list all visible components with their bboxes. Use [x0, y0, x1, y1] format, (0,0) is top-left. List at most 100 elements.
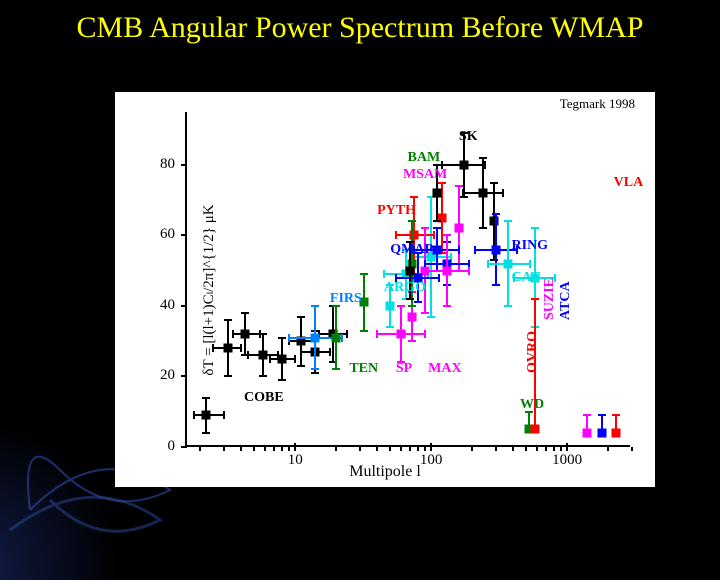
y-tick [181, 446, 187, 448]
error-cap [202, 397, 210, 399]
error-cap [443, 305, 451, 307]
error-cap [300, 348, 302, 356]
data-point [241, 330, 250, 339]
error-cap [395, 231, 397, 239]
error-cap [408, 305, 416, 307]
chart-panel: Tegmark 1998 δT = [l(l+1)Cₗ/2π]^{1/2} μK… [115, 92, 655, 487]
data-point [490, 217, 499, 226]
error-cap [438, 274, 440, 282]
x-tick-label: 100 [420, 452, 443, 469]
error-cap [224, 319, 232, 321]
chart-credit: Tegmark 1998 [560, 96, 635, 112]
data-point [492, 245, 501, 254]
error-cap [346, 330, 348, 338]
experiment-label-ten: TEN [349, 361, 378, 377]
error-cap [479, 227, 487, 229]
data-point [582, 428, 591, 437]
y-tick-label: 60 [145, 226, 175, 243]
experiment-label-ovro: OVRO [525, 331, 541, 373]
error-cap [247, 351, 249, 359]
x-tick [566, 443, 568, 451]
x-minor-tick [335, 447, 337, 451]
error-cap [443, 234, 451, 236]
error-cap [240, 344, 242, 352]
error-cap [223, 411, 225, 419]
error-cap [259, 375, 267, 377]
error-cap [408, 220, 416, 222]
experiment-label-cobe: COBE [244, 390, 284, 406]
data-point [278, 354, 287, 363]
error-cap [224, 375, 232, 377]
error-cap [288, 334, 290, 342]
error-cap [232, 330, 234, 338]
data-point [432, 245, 441, 254]
error-cap [406, 298, 414, 300]
error-cap [360, 330, 368, 332]
error-cap [386, 326, 394, 328]
error-cap [598, 414, 606, 416]
experiment-label-sp: SP [396, 361, 412, 377]
x-minor-tick [240, 447, 242, 451]
error-cap [468, 267, 470, 275]
y-tick [181, 234, 187, 236]
error-cap [433, 231, 435, 239]
error-cap [269, 355, 271, 363]
x-minor-tick [376, 447, 378, 451]
error-cap [424, 267, 426, 275]
experiment-label-bam: BAM [408, 150, 441, 166]
x-minor-tick [409, 447, 411, 451]
x-tick [430, 443, 432, 451]
x-minor-tick [389, 447, 391, 451]
experiment-label-wd: WD [520, 397, 544, 413]
data-point [454, 224, 463, 233]
error-cap [212, 344, 214, 352]
error-cap [490, 182, 498, 184]
error-cap [376, 330, 378, 338]
error-cap [278, 379, 286, 381]
experiment-label-qmap: QMAP [390, 242, 433, 258]
error-cap [311, 372, 319, 374]
error-cap [311, 368, 319, 370]
y-tick [181, 164, 187, 166]
error-cap [531, 227, 539, 229]
x-minor-tick [288, 447, 290, 451]
y-tick-label: 0 [145, 438, 175, 455]
error-cap [311, 305, 319, 307]
error-cap [492, 213, 500, 215]
error-cap [297, 316, 305, 318]
error-cap [329, 348, 331, 356]
x-minor-tick [545, 447, 547, 451]
error-cap [421, 312, 429, 314]
x-minor-tick [536, 447, 538, 451]
x-minor-tick [359, 447, 361, 451]
experiment-label-ring: RING [512, 238, 549, 254]
error-cap [341, 334, 343, 342]
error-cap [474, 246, 476, 254]
slide-title: CMB Angular Power Spectrum Before WMAP [0, 10, 720, 46]
x-minor-tick [607, 447, 609, 451]
error-cap [383, 270, 385, 278]
error-cap [294, 355, 296, 363]
error-cap [259, 333, 267, 335]
x-minor-tick [199, 447, 201, 451]
data-point [406, 266, 415, 275]
data-point [597, 428, 606, 437]
error-cap [492, 284, 500, 286]
error-cap [433, 227, 441, 229]
data-point [612, 428, 621, 437]
data-point [530, 425, 539, 434]
x-axis-label: Multipole l [349, 463, 421, 481]
error-cap [612, 414, 620, 416]
experiment-label-sk: SK [459, 129, 478, 145]
error-cap [414, 301, 422, 303]
x-minor-tick [560, 447, 562, 451]
experiment-label-pyth: PYTH [377, 203, 416, 219]
error-cap [455, 185, 463, 187]
data-point [223, 344, 232, 353]
x-minor-tick [281, 447, 283, 451]
x-minor-tick [424, 447, 426, 451]
x-minor-tick [471, 447, 473, 451]
error-cap [193, 411, 195, 419]
x-minor-tick [525, 447, 527, 451]
x-tick-label: 1000 [552, 452, 582, 469]
